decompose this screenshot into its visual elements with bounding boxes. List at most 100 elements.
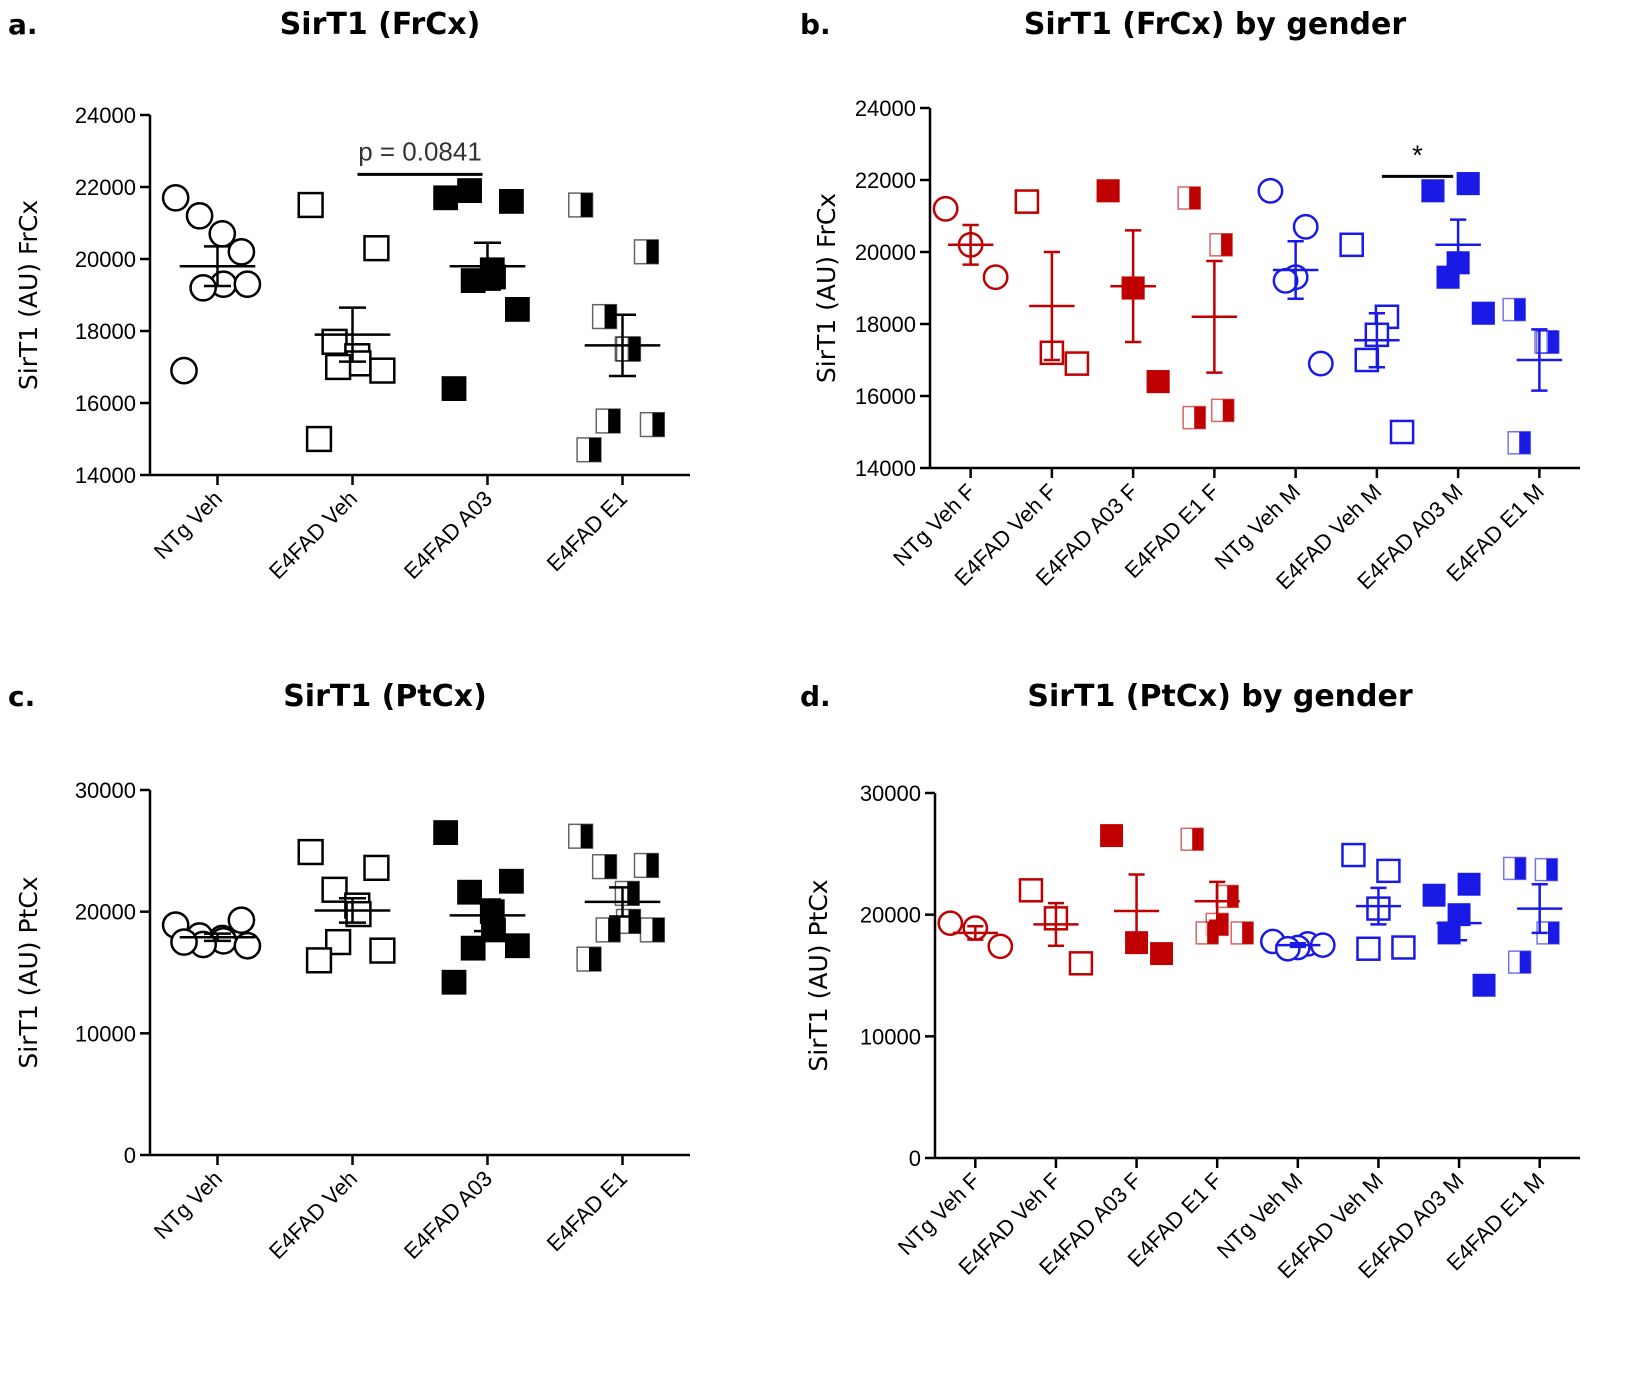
data-point (185, 201, 214, 230)
data-point-fill (652, 412, 665, 437)
data-point-fill (608, 918, 621, 942)
y-axis-label: SirT1 (AU) PtCx (14, 876, 43, 1068)
data-point (297, 191, 324, 219)
data-point (1502, 297, 1526, 322)
data-point (170, 928, 198, 956)
y-tick-label: 24000 (855, 96, 916, 121)
data-point (460, 935, 486, 961)
data-point (325, 353, 352, 381)
data-point (1215, 884, 1239, 909)
y-axis-label: SirT1 (AU) FrCx (14, 200, 43, 390)
data-point (499, 189, 524, 214)
data-point-fill (628, 337, 641, 361)
y-axis-label: SirT1 (AU) FrCx (812, 193, 841, 383)
data-point-fill (1519, 431, 1531, 454)
data-point (369, 937, 396, 964)
panel-label: a. (8, 8, 38, 41)
data-point (615, 336, 642, 362)
data-point (1422, 883, 1446, 907)
data-point (1257, 177, 1284, 204)
data-point (932, 195, 959, 222)
data-point (1150, 942, 1174, 966)
data-point (321, 876, 348, 903)
data-point-fill (652, 918, 665, 942)
data-point (1230, 921, 1254, 945)
data-point (1356, 936, 1381, 961)
data-point (1507, 431, 1532, 455)
x-tick-label: E4FAD A03 (399, 486, 497, 584)
data-point-fill (580, 824, 593, 849)
data-point (1210, 398, 1235, 423)
y-axis-label: SirT1 (AU) PtCx (804, 879, 833, 1071)
data-point-fill (1207, 921, 1219, 944)
data-point (189, 273, 218, 302)
data-point (1535, 330, 1560, 354)
x-tick-label: E4FAD E1 (542, 486, 632, 576)
data-point (305, 425, 333, 453)
y-tick-label: 30000 (860, 781, 921, 806)
data-point (460, 268, 486, 294)
y-tick-label: 20000 (860, 903, 921, 928)
data-point (1341, 842, 1366, 868)
data-point (1209, 233, 1233, 257)
data-point (1391, 935, 1416, 960)
data-point-fill (627, 881, 640, 906)
data-point-fill (1546, 858, 1558, 881)
data-point (441, 969, 467, 995)
data-point-fill (1194, 406, 1206, 429)
data-point (363, 854, 390, 882)
data-point (1507, 950, 1532, 974)
data-point (499, 868, 524, 894)
significance-label: * (1412, 139, 1423, 170)
data-point (1502, 856, 1527, 881)
data-point (233, 931, 262, 960)
data-point (1436, 265, 1460, 289)
data-point-fill (1222, 399, 1234, 422)
data-point-fill (1189, 186, 1201, 210)
data-point (1307, 350, 1334, 377)
data-point (457, 178, 482, 203)
data-point (1014, 189, 1040, 214)
data-point-fill (1547, 330, 1559, 354)
data-point (639, 411, 666, 438)
data-point (161, 183, 190, 212)
data-point (576, 437, 602, 463)
data-point (1096, 179, 1120, 203)
data-point (208, 219, 237, 248)
chart-title: SirT1 (PtCx) (283, 679, 487, 714)
y-tick-label: 14000 (75, 463, 136, 488)
data-point (441, 376, 467, 402)
y-tick-label: 10000 (860, 1024, 921, 1049)
panel-label: d. (800, 680, 831, 713)
data-point (1457, 872, 1481, 896)
panel-label: b. (800, 8, 831, 41)
chart-panel-2: b. SirT1 (FrCx) by gender SirT1 (AU) FrCx 1… (800, 7, 1580, 594)
y-tick-label: 22000 (75, 175, 136, 200)
data-point (1272, 267, 1299, 294)
data-point (1421, 179, 1445, 203)
data-point (1292, 213, 1319, 240)
data-point-fill (1217, 913, 1229, 936)
data-point-fill (1242, 921, 1254, 944)
data-point (1339, 232, 1364, 258)
data-point (170, 356, 198, 385)
data-point (363, 235, 390, 262)
data-point (1456, 172, 1480, 196)
data-point (1182, 405, 1207, 430)
data-point-fill (628, 909, 641, 934)
data-point (1146, 370, 1170, 394)
data-point (1018, 878, 1044, 903)
data-point-fill (604, 304, 617, 329)
chart-panel-1: a. SirT1 (FrCx) SirT1 (AU) FrCx 14000 16000 1… (8, 7, 690, 584)
y-tick-label: 0 (124, 1143, 136, 1168)
y-tick-label: 24000 (75, 103, 136, 128)
data-point (595, 917, 621, 943)
x-tick-label: E4FAD E1 (542, 1166, 632, 1256)
data-point-fill (589, 437, 601, 462)
data-point (1389, 419, 1415, 445)
data-point (1376, 858, 1401, 884)
data-point (233, 270, 262, 299)
data-point (982, 264, 1009, 291)
y-tick-label: 0 (909, 1146, 921, 1171)
